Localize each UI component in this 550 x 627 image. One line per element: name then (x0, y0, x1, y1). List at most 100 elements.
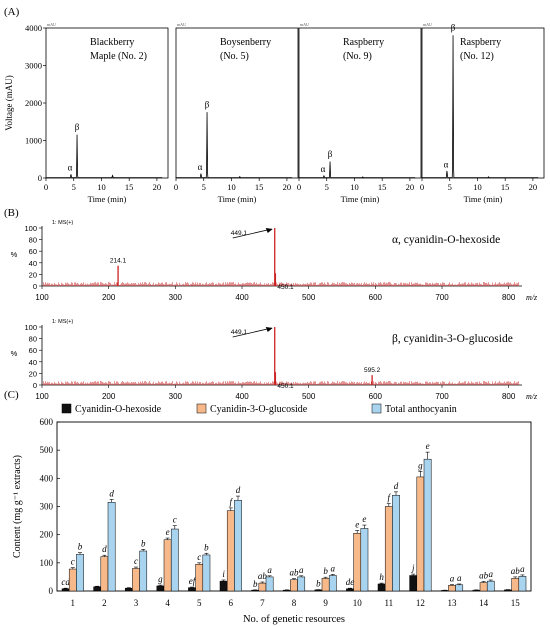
significance-letter: g (158, 574, 163, 584)
bar (346, 588, 354, 592)
significance-letter: c (134, 556, 138, 566)
plot-frame (56, 421, 532, 592)
y-axis-label: Voltage (mAU) (4, 75, 14, 131)
bar (448, 585, 456, 592)
legend-label: Total anthocyanin (385, 404, 457, 415)
y-tick-label: 80 (29, 335, 37, 344)
x-tick-label: 15 (511, 598, 521, 608)
arrow-head (265, 327, 273, 332)
peak-label-beta: β (328, 149, 333, 159)
x-tick-label: 13 (448, 598, 458, 608)
x-tick-label: 700 (435, 392, 449, 401)
peak-label-beta: β (75, 122, 80, 132)
x-tick-label: 500 (302, 392, 316, 401)
chromatogram-trace (298, 161, 416, 179)
x-tick-label: 300 (169, 392, 183, 401)
bar (392, 494, 400, 592)
y-axis-label: % (11, 250, 18, 259)
panel-label-a: (A) (4, 6, 20, 18)
y-tick-label: 300 (40, 502, 54, 512)
bar (195, 563, 204, 592)
bar (314, 589, 323, 592)
panel-label-c: (C) (4, 389, 19, 401)
x-tick-label: 3 (134, 598, 139, 608)
y-tick-label: 40 (29, 259, 37, 268)
x-tick-label: 14 (479, 598, 489, 608)
significance-letter: a (457, 573, 462, 583)
bar (321, 578, 330, 592)
significance-letter: ef (189, 576, 197, 586)
y-tick-label: 100 (24, 224, 37, 233)
bar (440, 590, 449, 592)
arrow-head (265, 228, 273, 233)
chromatogram-trace (175, 112, 293, 179)
significance-letter: a (450, 574, 455, 584)
bar (156, 585, 165, 592)
significance-letter: a (267, 565, 272, 575)
bar (360, 528, 369, 592)
x-tick-label: 800 (502, 293, 516, 302)
significance-letter: b (204, 542, 209, 552)
unit-tag: mAU (423, 22, 432, 27)
unit-tag: mAU (177, 22, 186, 27)
significance-letter: a (489, 569, 494, 579)
significance-letter: f (230, 497, 234, 507)
y-tick-label: 80 (29, 236, 37, 245)
bar (282, 589, 291, 592)
bar (93, 586, 102, 592)
spectrum-title: β, cyanidin-3-O-glucoside (392, 333, 513, 345)
chromatogram-trace (421, 35, 539, 179)
significance-letter: d (102, 544, 107, 554)
bar (486, 580, 495, 592)
peak-label-beta: β (451, 23, 456, 33)
legend-label: Cyanidin-O-hexoside (75, 404, 162, 415)
bar (409, 575, 418, 592)
bar (455, 584, 464, 592)
arrow-label: 449.1 (231, 230, 248, 237)
bar (170, 528, 179, 592)
bar (416, 476, 425, 592)
x-tick-label: 100 (35, 392, 49, 401)
bar (504, 589, 512, 592)
ms-mode-label: 1: MS(+) (52, 220, 73, 226)
panel-label-b: (B) (4, 207, 19, 219)
x-tick-label: 5 (202, 182, 206, 192)
peak-mz-label: 595.2 (364, 367, 381, 374)
x-tick-label: 6 (229, 598, 234, 608)
x-tick-label: 10 (353, 598, 363, 608)
y-tick-label: 400 (40, 473, 54, 483)
y-tick-label: 100 (24, 323, 37, 332)
x-tick-label: 600 (369, 293, 383, 302)
x-tick-label: 20 (153, 182, 162, 192)
x-tick-label: 15 (378, 182, 387, 192)
bar (518, 576, 527, 592)
x-tick-label: 400 (235, 392, 249, 401)
bar (76, 554, 84, 592)
bar (251, 589, 260, 592)
significance-letter: b (323, 566, 328, 576)
y-tick-label: 0 (33, 282, 37, 291)
bar (258, 582, 267, 592)
bar (226, 510, 235, 592)
x-tick-label: 5 (72, 182, 76, 192)
bar (234, 500, 242, 592)
y-tick-label: 3000 (25, 61, 42, 71)
y-tick-label: 4000 (25, 23, 42, 33)
y-tick-label: 60 (29, 346, 37, 355)
x-axis-label: No. of genetic resources (243, 614, 345, 625)
x-axis-label: Time (min) (341, 194, 380, 204)
bar (188, 587, 196, 592)
chromatogram-title: Boysenberry (220, 37, 271, 48)
x-tick-label: 11 (384, 598, 393, 608)
legend-label: Cyanidin-3-O-glucoside (210, 404, 308, 415)
chromatogram-title: Raspberry (460, 37, 501, 48)
x-tick-label: 5 (325, 182, 329, 192)
bar (163, 539, 172, 592)
bar (107, 502, 116, 592)
spectrum-title: α, cyanidin-O-hexoside (392, 234, 500, 246)
bar (265, 576, 274, 592)
x-tick-label: 1 (71, 598, 76, 608)
x-tick-label: 15 (501, 182, 510, 192)
significance-letter: e (426, 441, 430, 451)
